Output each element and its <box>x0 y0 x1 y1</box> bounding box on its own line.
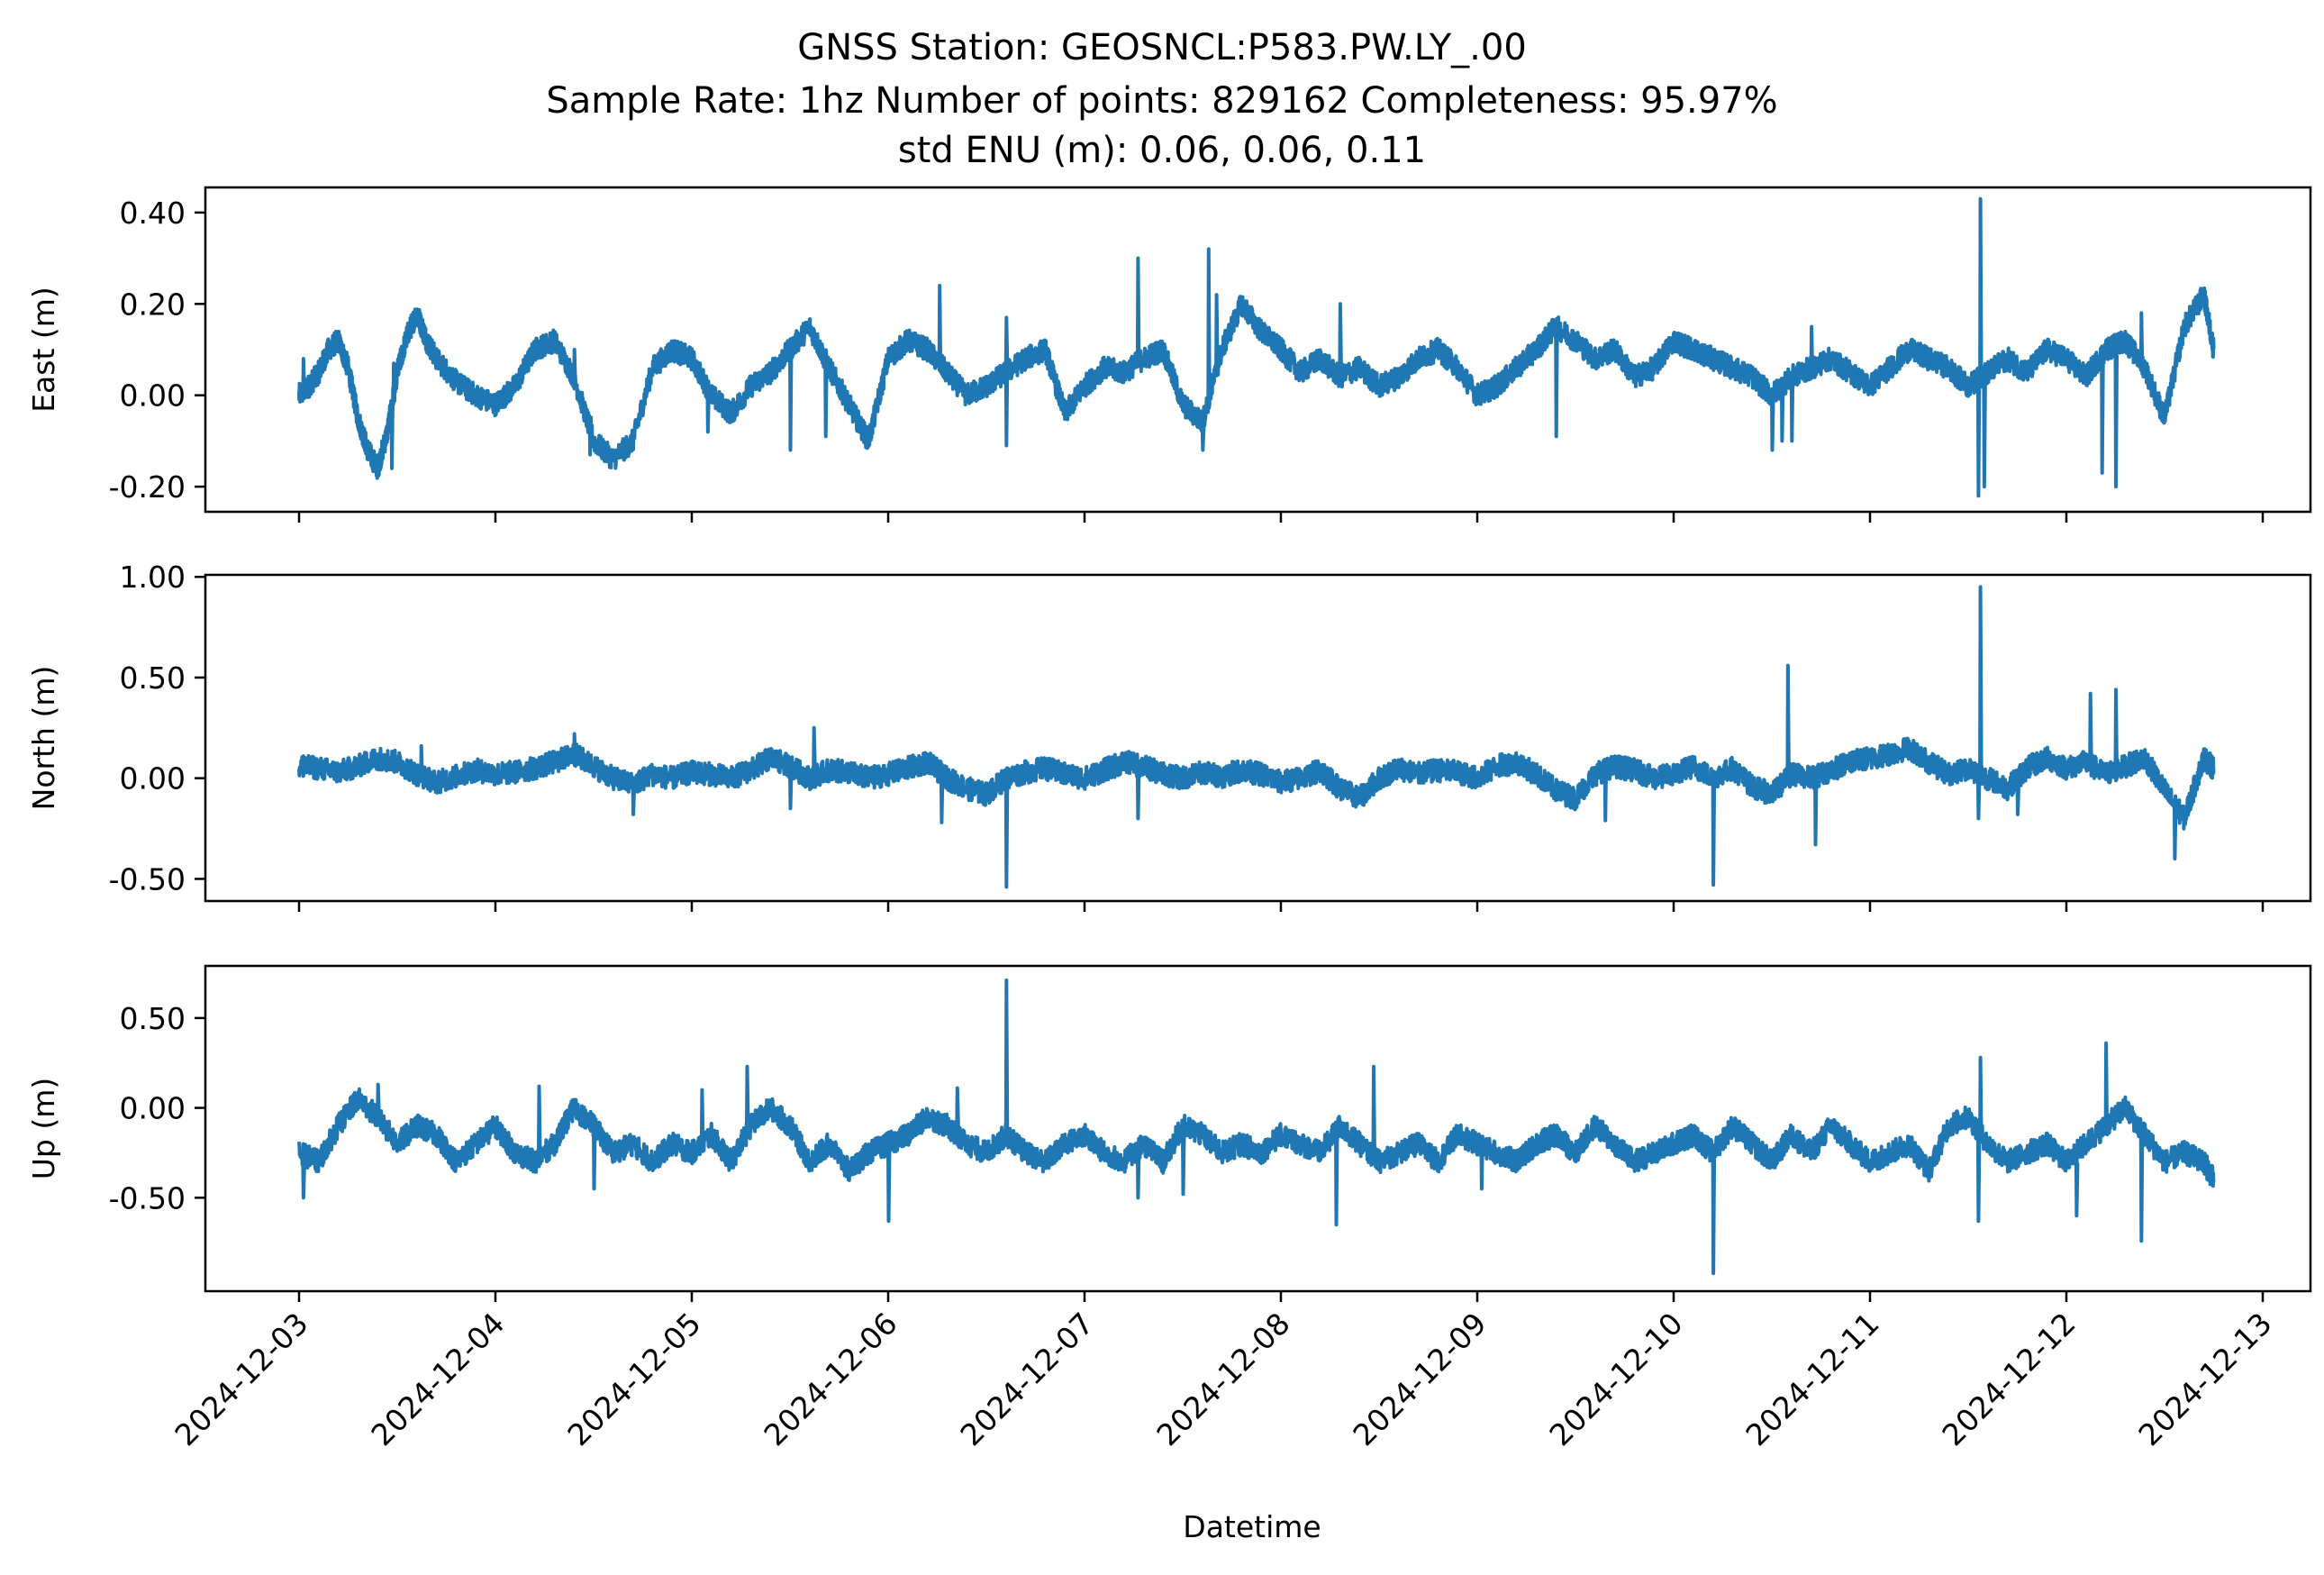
up-panel: 0.50 0.00 -0.50 Up (m) <box>26 964 2312 1302</box>
y-tick-label-0-2: 0.00 <box>120 378 186 414</box>
y-tick-label-1-3: -0.50 <box>109 861 186 897</box>
series-line-0 <box>297 196 2216 498</box>
y-tick-label-1-1: 0.50 <box>120 660 186 696</box>
axes-frame-2 <box>204 964 2312 1293</box>
series-line-2 <box>297 979 2216 1276</box>
chart-title-line-1: GNSS Station: GEOSNCL:P583.PW.LY_.00 <box>797 27 1527 68</box>
y-axis-label-1: North (m) <box>26 666 61 811</box>
series-line-1 <box>297 585 2216 889</box>
chart-title-line-3: std ENU (m): 0.06, 0.06, 0.11 <box>898 130 1426 171</box>
y-tick-label-0-1: 0.20 <box>120 287 186 322</box>
north-panel: 1.00 0.50 0.00 -0.50 North (m) <box>26 560 2312 912</box>
x-axis-label: Datetime <box>1183 1509 1321 1544</box>
y-axis-label-2: Up (m) <box>26 1078 61 1180</box>
chart-title-line-2: Sample Rate: 1hz Number of points: 82916… <box>546 80 1777 122</box>
y-tick-label-2-0: 0.50 <box>120 1001 186 1036</box>
y-axis-label-0: East (m) <box>26 287 61 413</box>
y-tick-label-2-2: -0.50 <box>109 1180 186 1215</box>
axes-frame-0 <box>204 186 2312 514</box>
y-tick-label-1-2: 0.00 <box>120 761 186 797</box>
y-tick-label-0-0: 0.40 <box>120 196 186 231</box>
y-tick-label-1-0: 1.00 <box>120 560 186 595</box>
y-tick-label-0-3: -0.20 <box>109 469 186 505</box>
axes-frame-1 <box>204 573 2312 903</box>
east-panel: 0.40 0.20 0.00 -0.20 East (m) <box>26 186 2312 523</box>
y-tick-label-2-1: 0.00 <box>120 1091 186 1126</box>
